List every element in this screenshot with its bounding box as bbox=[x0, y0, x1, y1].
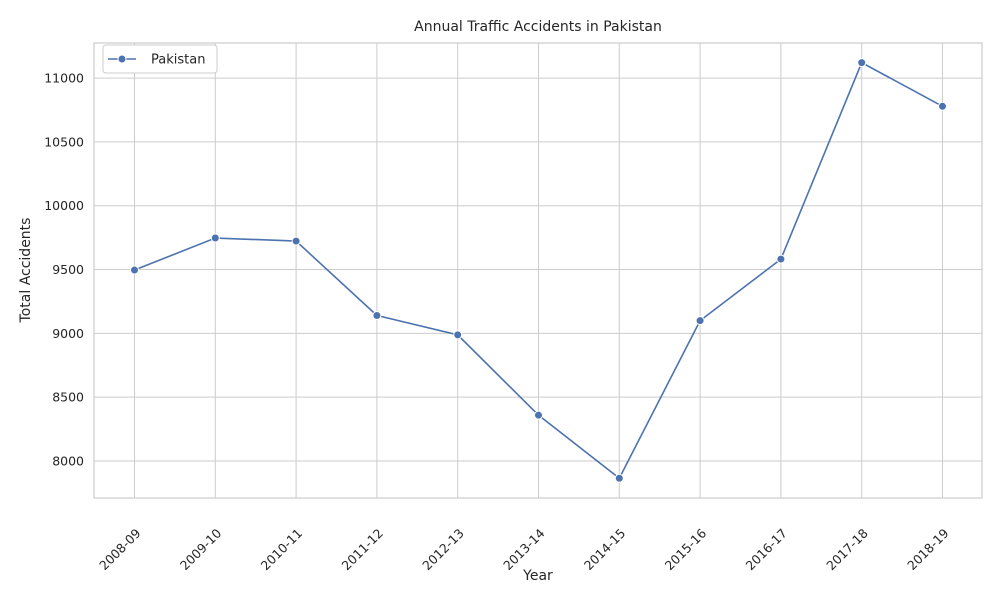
data-point bbox=[291, 236, 301, 246]
data-point bbox=[695, 316, 705, 326]
x-tick-label: 2016-17 bbox=[742, 526, 790, 574]
x-axis-label: Year bbox=[522, 568, 553, 584]
x-tick-label: 2009-10 bbox=[177, 525, 225, 573]
x-gridlines bbox=[134, 43, 943, 498]
chart-title: Annual Traffic Accidents in Pakistan bbox=[414, 19, 662, 35]
data-point bbox=[534, 410, 543, 420]
y-tick-labels: 8000 8500 9000 9500 10000 10500 11000 bbox=[44, 71, 84, 469]
plot-frame bbox=[93, 42, 983, 499]
y-tick-label: 8500 bbox=[52, 390, 84, 405]
data-point bbox=[210, 233, 220, 243]
legend: Pakistan bbox=[102, 44, 218, 74]
y-gridlines bbox=[94, 77, 982, 462]
data-point bbox=[857, 58, 867, 68]
legend-marker-swatch bbox=[117, 54, 127, 64]
y-tick-label: 9500 bbox=[52, 262, 84, 277]
x-tick-label: 2014-15 bbox=[581, 526, 629, 574]
x-tick-label: 2017-18 bbox=[823, 525, 871, 573]
y-axis-label: Total Accidents bbox=[18, 218, 34, 324]
y-tick-label: 11000 bbox=[44, 71, 84, 86]
data-point bbox=[372, 310, 382, 320]
legend-label-pakistan: Pakistan bbox=[151, 53, 205, 68]
legend-box bbox=[102, 44, 218, 74]
x-tick-label: 2013-14 bbox=[500, 525, 548, 573]
y-tick-label: 10500 bbox=[44, 134, 84, 149]
data-point bbox=[938, 101, 947, 111]
data-point bbox=[776, 254, 786, 264]
y-tick-label: 9000 bbox=[52, 326, 84, 341]
data-point bbox=[614, 473, 624, 483]
data-point bbox=[130, 265, 139, 275]
series-group bbox=[130, 58, 947, 483]
y-tick-label: 10000 bbox=[44, 198, 84, 213]
data-point bbox=[453, 330, 463, 340]
x-tick-label: 2015-16 bbox=[662, 525, 710, 573]
x-tick-label: 2011-12 bbox=[338, 526, 386, 574]
x-tick-label: 2012-13 bbox=[419, 526, 467, 574]
x-tick-label: 2018-19 bbox=[904, 525, 952, 573]
x-tick-labels: 2008-09 2009-10 2010-11 2011-12 2012-13 2013-… bbox=[96, 525, 952, 573]
y-tick-label: 8000 bbox=[52, 453, 84, 468]
x-tick-label: 2010-11 bbox=[258, 526, 306, 574]
x-tick-label: 2008-09 bbox=[96, 525, 144, 573]
